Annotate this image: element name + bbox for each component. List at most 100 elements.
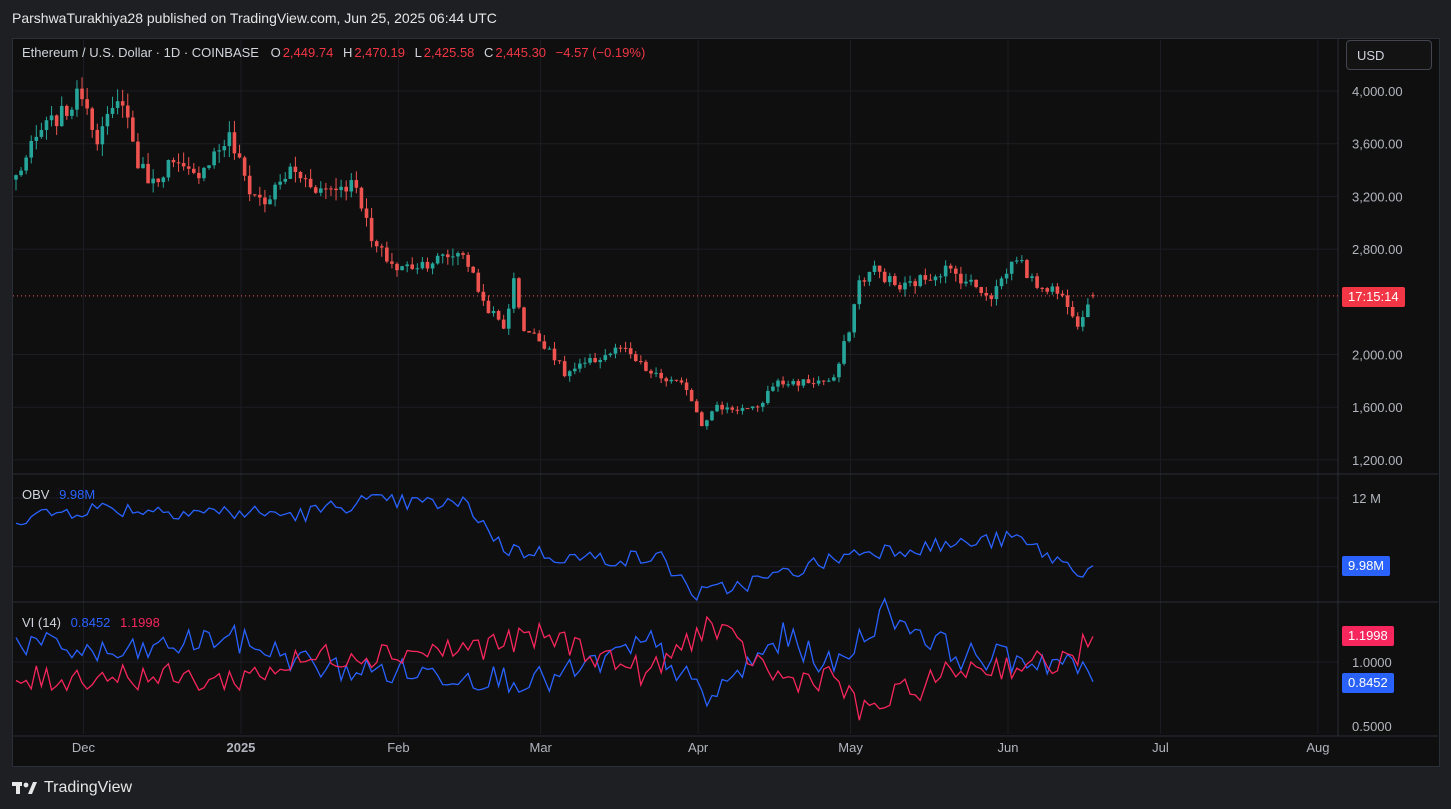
candle (70, 106, 74, 120)
candle-body (547, 348, 552, 350)
candle (430, 262, 435, 275)
candle (1075, 312, 1080, 330)
candle-body (1050, 286, 1055, 292)
candle-body (141, 163, 145, 169)
candle-body (760, 402, 765, 407)
candle (110, 96, 115, 119)
date-tick-label: May (838, 740, 863, 755)
candle-body (913, 281, 917, 287)
candle (501, 314, 506, 330)
candle-body (176, 162, 181, 164)
candle (440, 253, 445, 264)
obv-legend[interactable]: OBV 9.98M (22, 487, 95, 502)
candle (390, 253, 394, 269)
candle (562, 355, 567, 378)
candle (837, 362, 841, 383)
candle-body (400, 266, 404, 271)
candle (369, 207, 374, 248)
candle-body (75, 88, 79, 110)
candle (506, 303, 511, 335)
candle (923, 268, 928, 285)
candle (1055, 283, 1060, 300)
candle-body (14, 175, 18, 180)
candle (227, 121, 232, 158)
candle-body (684, 382, 689, 391)
candle-body (374, 241, 379, 247)
obv-last-tag: 9.98M (1342, 556, 1391, 576)
candle-body (715, 404, 719, 412)
candle (786, 380, 790, 388)
candle (90, 106, 94, 138)
candle (85, 87, 89, 115)
candle (1081, 310, 1085, 332)
candle (872, 260, 877, 275)
publisher-bar: ParshwaTurakhiya28 published on TradingV… (0, 0, 1451, 38)
candle-body (1030, 276, 1034, 278)
candle (252, 194, 257, 197)
candle-body (1081, 317, 1085, 327)
candle (999, 276, 1004, 290)
price-tick-label: 1,200.00 (1352, 453, 1403, 468)
candle-body (969, 279, 973, 282)
candle (618, 345, 623, 353)
candle-body (679, 380, 684, 383)
tradingview-logo-icon (12, 782, 37, 794)
candle (39, 122, 44, 139)
candle (852, 303, 856, 338)
candle-body (293, 166, 298, 172)
candle-body (151, 178, 155, 184)
obv-line (15, 493, 1094, 602)
candle (578, 358, 582, 373)
candle-body (598, 359, 602, 363)
candle (80, 77, 84, 107)
candle-body (430, 263, 435, 269)
candle-body (618, 347, 623, 349)
candle-body (186, 166, 191, 169)
currency-button[interactable]: USD (1346, 40, 1432, 70)
candle-body (938, 276, 943, 278)
vi-minus-last-tag: 1.1998 (1342, 626, 1394, 646)
candle-body (882, 271, 887, 283)
footer-brand[interactable]: TradingView (44, 779, 133, 796)
obv-tick-label: 12 M (1352, 491, 1381, 506)
vi-legend[interactable]: VI (14) 0.8452 1.1998 (22, 615, 160, 630)
candle-body (364, 208, 369, 218)
candle-body (242, 157, 247, 176)
candle (476, 268, 481, 294)
candle-body (59, 105, 64, 127)
symbol-label[interactable]: Ethereum / U.S. Dollar · 1D · COINBASE (22, 45, 259, 60)
candle (237, 144, 242, 159)
candle (354, 171, 359, 194)
candle (867, 271, 872, 286)
candle (989, 292, 994, 307)
candle-body (252, 194, 257, 196)
candle (400, 265, 404, 271)
candle-body (994, 286, 999, 300)
candle-body (908, 281, 912, 283)
candle-body (750, 406, 755, 409)
candle (329, 185, 333, 196)
candle (552, 341, 557, 366)
candle (573, 362, 577, 375)
candle-body (125, 105, 130, 118)
candle (268, 195, 272, 205)
candle (776, 378, 780, 392)
candle-body (1060, 293, 1065, 296)
candle-body (766, 390, 770, 403)
vi-plus-line (15, 597, 1094, 708)
candle (324, 182, 328, 200)
candle (298, 170, 303, 183)
date-tick-label: Dec (72, 740, 96, 755)
candle-body (745, 408, 750, 410)
candle (136, 133, 140, 170)
candle (725, 402, 729, 414)
candle (339, 179, 343, 198)
candle (659, 368, 663, 384)
candle (319, 181, 323, 197)
candle (908, 275, 912, 287)
candle (654, 367, 658, 378)
candle-body (700, 412, 704, 427)
candle-body (628, 348, 633, 355)
candles (14, 77, 1095, 430)
